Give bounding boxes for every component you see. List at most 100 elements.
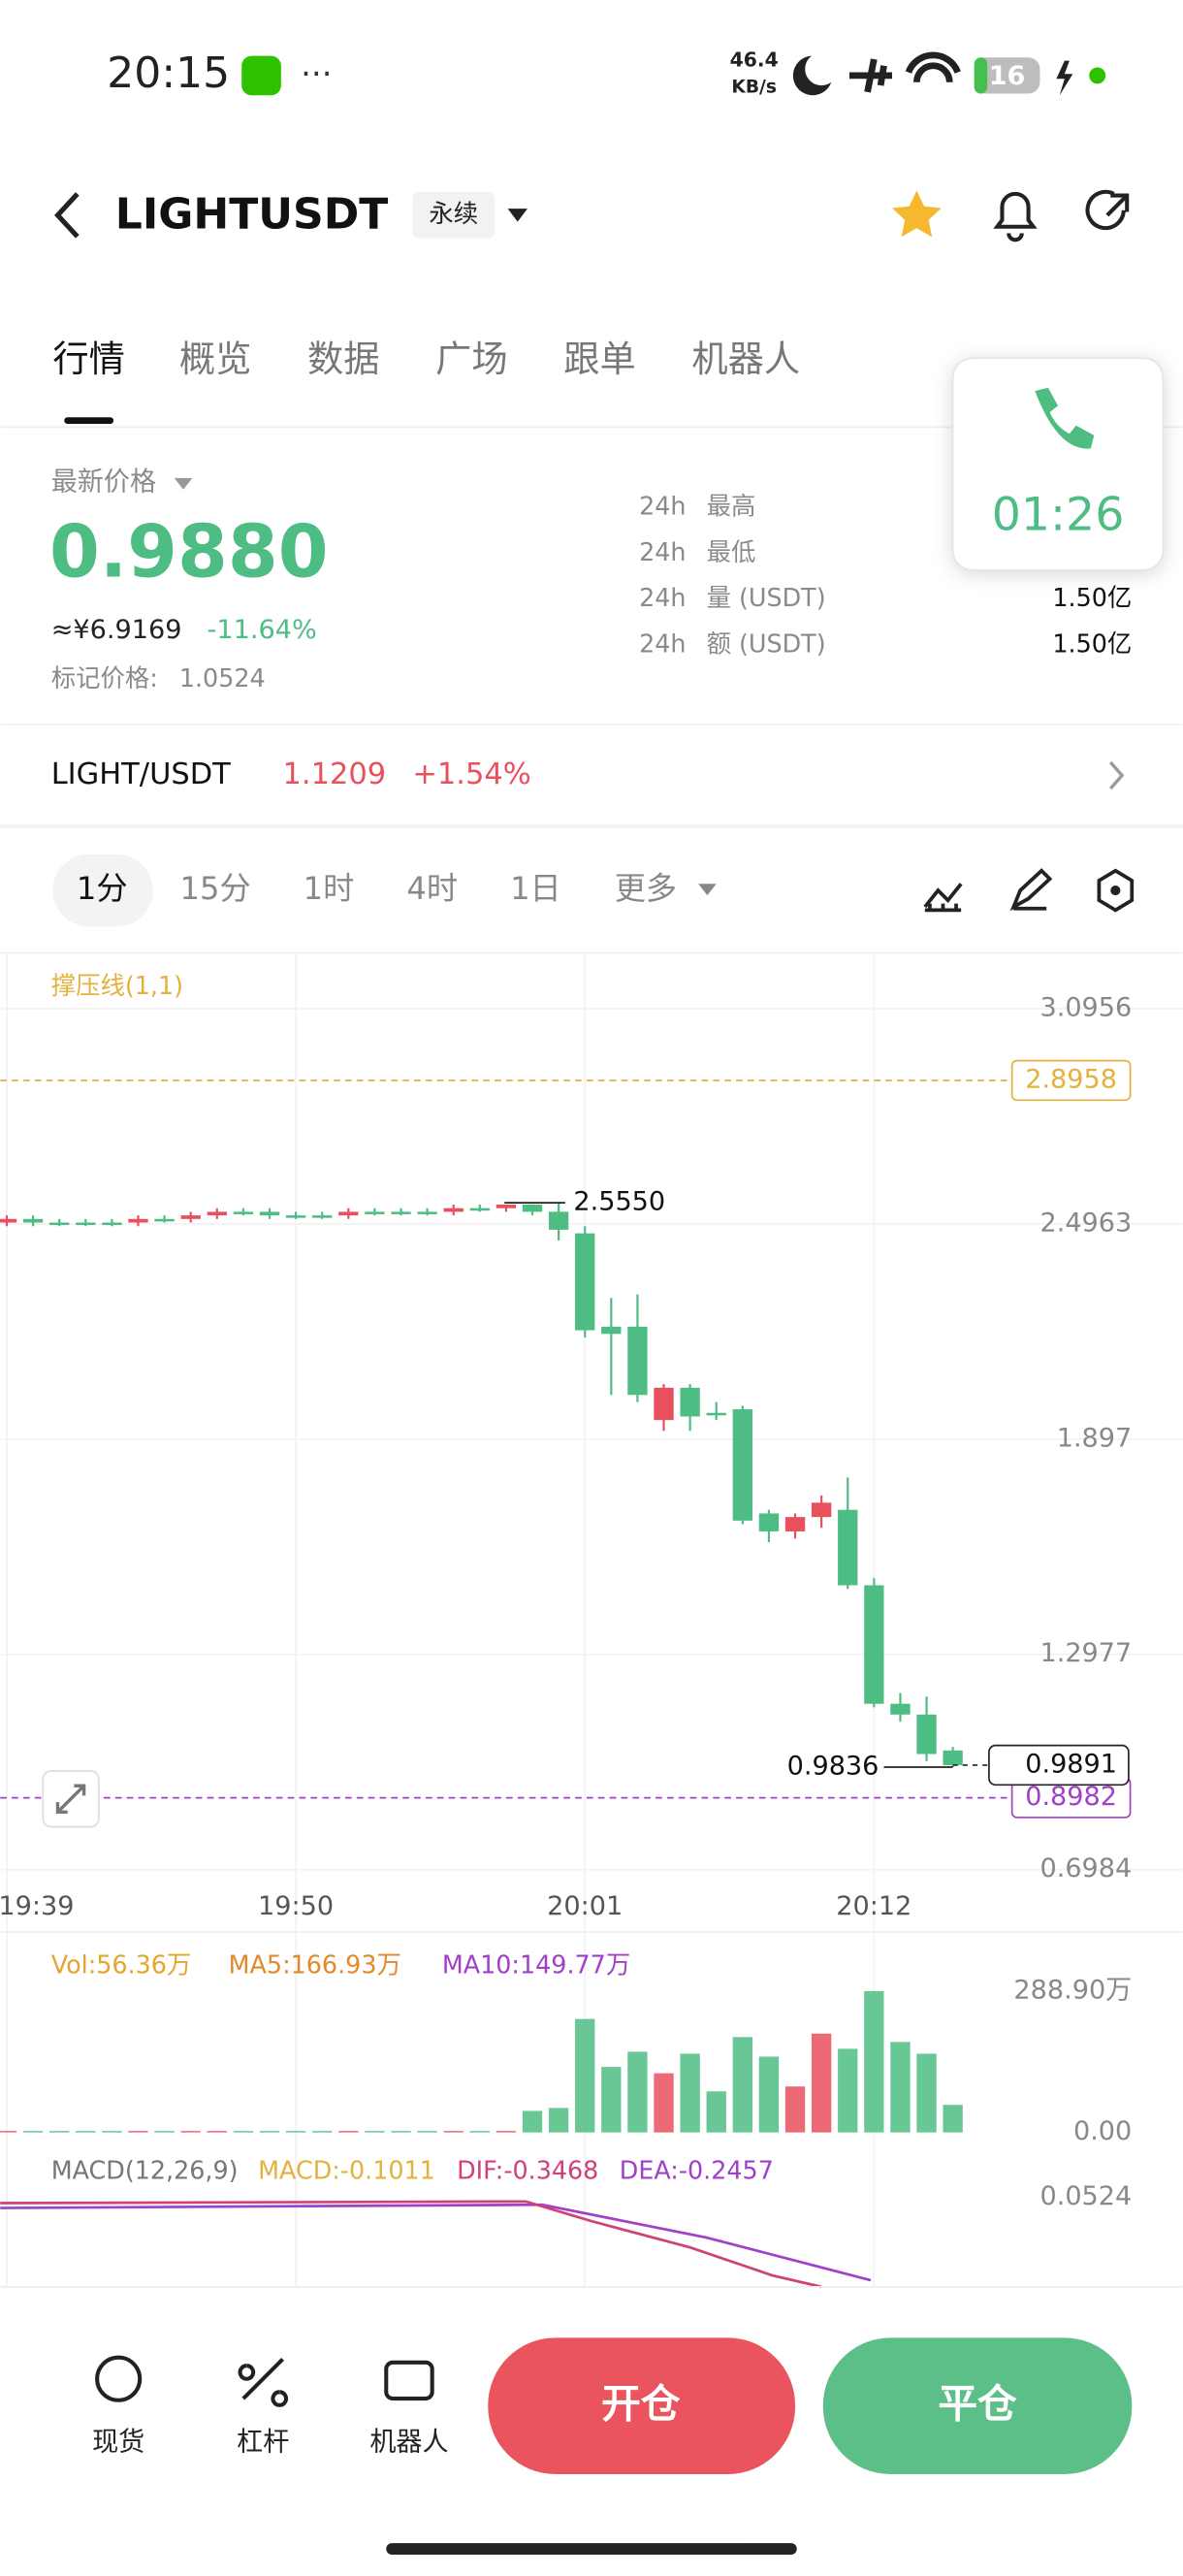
nav-label[interactable]: 杠杆	[237, 2427, 289, 2457]
candle-body	[259, 1211, 280, 1216]
close-label: 平仓	[938, 2381, 1017, 2428]
volume-bar	[627, 2051, 648, 2133]
macd-label: MACD:-0.1011	[258, 2155, 435, 2184]
tab-bar: 行情 概览 数据 广场 跟单 机器人	[52, 338, 800, 380]
spot-icon[interactable]	[95, 2355, 143, 2402]
volume-bar	[0, 2131, 17, 2133]
y-tick-label: 0.6984	[1039, 1853, 1132, 1884]
tab[interactable]: 行情	[52, 338, 125, 380]
timeframe[interactable]: 1分	[77, 870, 128, 907]
stat-value: 1.50亿	[1052, 629, 1132, 659]
home-indicator	[386, 2543, 797, 2555]
contract-type: 永续	[429, 199, 478, 228]
charging	[1056, 60, 1073, 96]
divider	[0, 824, 1183, 828]
tab[interactable]: 广场	[435, 338, 508, 380]
candle-body	[49, 1222, 70, 1226]
x-tick-label: 20:12	[836, 1891, 911, 1921]
draw-icon[interactable]	[1009, 868, 1053, 912]
macd-label: DEA:-0.2457	[620, 2155, 774, 2184]
bot-icon[interactable]	[384, 2360, 434, 2401]
volume-bar	[76, 2131, 96, 2133]
stat-period: 24h	[639, 491, 686, 520]
stat-period: 24h	[639, 629, 686, 659]
candle-body	[916, 1714, 937, 1755]
status-time: 20:15	[107, 48, 230, 98]
volume-bar	[49, 2131, 70, 2133]
bell-icon[interactable]	[993, 191, 1038, 242]
stat-label: 量 (USDT)	[707, 583, 826, 612]
candle-body	[811, 1502, 832, 1518]
candle-body	[496, 1205, 517, 1208]
timeframe[interactable]: 15分	[180, 870, 251, 907]
call-overlay[interactable]	[951, 357, 1165, 571]
last-price: 0.9880	[49, 510, 329, 595]
dropdown-arrow	[507, 209, 528, 222]
volume-bar	[128, 2131, 148, 2133]
timeframe[interactable]: 1日	[510, 870, 561, 907]
candle-body	[758, 1513, 780, 1531]
candle-body	[943, 1750, 963, 1765]
battery-text: 16	[989, 61, 1026, 91]
candle-body	[0, 1218, 17, 1223]
volume-bar	[548, 2108, 569, 2133]
volume-bar	[732, 2037, 752, 2133]
volume-bar	[391, 2131, 411, 2133]
back-button[interactable]	[54, 192, 80, 239]
price-tag	[1010, 1059, 1132, 1102]
candle-body	[627, 1326, 648, 1396]
volume-bar	[259, 2131, 280, 2133]
indicator-icon[interactable]	[923, 883, 963, 913]
plane-icon	[848, 58, 892, 93]
contract-pill[interactable]	[412, 192, 496, 239]
current-price-text: 0.9891	[1025, 1749, 1117, 1779]
net-speed: 46.4	[730, 48, 779, 72]
tab[interactable]: 机器人	[691, 338, 800, 380]
candle-body	[365, 1211, 385, 1214]
margin-icon[interactable]	[238, 2357, 289, 2407]
y-tick-label: 3.0956	[1039, 992, 1132, 1022]
close-button[interactable]	[822, 2337, 1133, 2474]
tab[interactable]: 数据	[307, 338, 380, 380]
candle-body	[312, 1215, 333, 1218]
price-change: -11.64%	[208, 615, 317, 645]
volume-bar	[522, 2110, 543, 2133]
y-tick-label: 1.2977	[1039, 1638, 1132, 1668]
open-button[interactable]	[488, 2337, 796, 2474]
volume-bar	[285, 2131, 306, 2133]
timeframe[interactable]: 4时	[406, 870, 458, 907]
favorite-star[interactable]	[891, 190, 942, 238]
candle-body	[548, 1211, 569, 1230]
volume-bar	[233, 2131, 254, 2133]
timeframe[interactable]: 1时	[304, 870, 355, 907]
stat-label: 最高	[707, 491, 756, 520]
chevron[interactable]	[1108, 760, 1125, 790]
volume-bar	[601, 2067, 622, 2133]
stat-label: 额 (USDT)	[707, 629, 826, 659]
share-icon[interactable]	[1085, 189, 1130, 231]
price-tag-text: 2.8958	[1025, 1064, 1117, 1094]
settings-icon[interactable]	[1097, 868, 1135, 913]
timeframe[interactable]: 更多	[615, 870, 677, 907]
macd-label: MACD(12,26,9)	[51, 2155, 239, 2184]
volume-bar	[758, 2056, 780, 2133]
moon-icon	[792, 55, 832, 96]
nav-label[interactable]: 机器人	[369, 2427, 448, 2457]
volume-bar	[496, 2131, 517, 2133]
nav-label[interactable]: 现货	[92, 2427, 144, 2457]
volume-bar	[838, 2048, 858, 2133]
volume-tick-label: 288.90万	[1013, 1975, 1132, 2005]
tab[interactable]: 概览	[179, 338, 252, 380]
candle-body	[706, 1412, 726, 1416]
volume-tick-label: 0.00	[1073, 2116, 1132, 2146]
timeframe-active	[52, 853, 153, 927]
candle-body	[601, 1326, 622, 1335]
candle-body	[469, 1208, 490, 1211]
symbol: LIGHTUSDT	[115, 190, 389, 240]
stats: 24h 最高 24h 最低 24h 量 (USDT) 1.50亿 24h 额 (USDT) 1.5…	[639, 491, 1132, 658]
candle-body	[784, 1517, 806, 1531]
tab[interactable]: 跟单	[563, 338, 636, 380]
volume-bar	[417, 2131, 437, 2133]
candle-body	[207, 1211, 227, 1216]
